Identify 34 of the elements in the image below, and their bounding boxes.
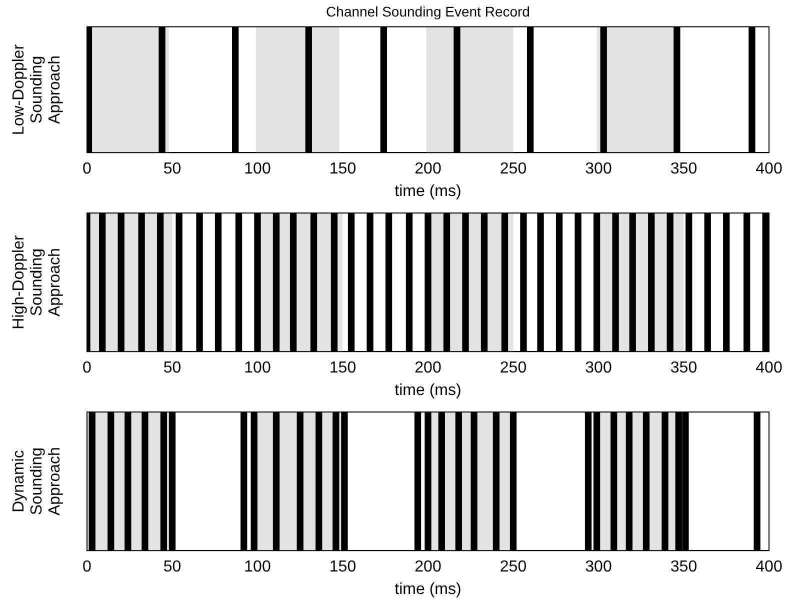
x-tick-label: 100 — [244, 160, 271, 178]
x-tick-label: 100 — [244, 360, 271, 377]
x-tick-label: 250 — [500, 160, 527, 178]
x-axis-title: time (ms) — [394, 382, 462, 399]
x-tick-label: 350 — [670, 360, 698, 377]
x-tick-label: 400 — [756, 360, 782, 377]
x-tick-label: 250 — [500, 558, 527, 576]
x-tick-label: 300 — [585, 360, 612, 377]
x-tick-label: 150 — [329, 360, 356, 377]
x-tick-label: 250 — [500, 360, 527, 377]
x-tick-label: 50 — [163, 160, 182, 178]
x-tick-label: 200 — [414, 558, 442, 576]
y-axis-title: Low-Doppler Sounding Approach — [10, 44, 64, 136]
x-tick-label: 0 — [82, 558, 92, 576]
x-tick-label: 350 — [670, 558, 698, 576]
x-tick-label: 400 — [756, 160, 782, 178]
x-tick-label: 50 — [163, 558, 182, 576]
x-tick-label: 150 — [329, 558, 356, 576]
x-tick-label: 200 — [414, 360, 442, 377]
x-tick-label: 300 — [585, 558, 612, 576]
y-axis-title: Dynamic Sounding Approach — [10, 447, 64, 516]
x-axis-title: time (ms) — [394, 182, 462, 200]
x-tick-label: 400 — [756, 558, 782, 576]
x-tick-label: 200 — [414, 160, 442, 178]
x-axis-title: time (ms) — [394, 580, 462, 598]
x-tick-label: 300 — [585, 160, 612, 178]
x-tick-label: 150 — [329, 160, 356, 178]
x-tick-label: 0 — [82, 160, 92, 178]
x-tick-label: 50 — [163, 360, 182, 377]
y-axis-title: High-Doppler Sounding Approach — [10, 234, 64, 330]
x-tick-label: 100 — [244, 558, 271, 576]
x-tick-label: 0 — [82, 360, 92, 377]
x-tick-label: 350 — [670, 160, 698, 178]
chart-title: Channel Sounding Event Record — [326, 3, 530, 20]
